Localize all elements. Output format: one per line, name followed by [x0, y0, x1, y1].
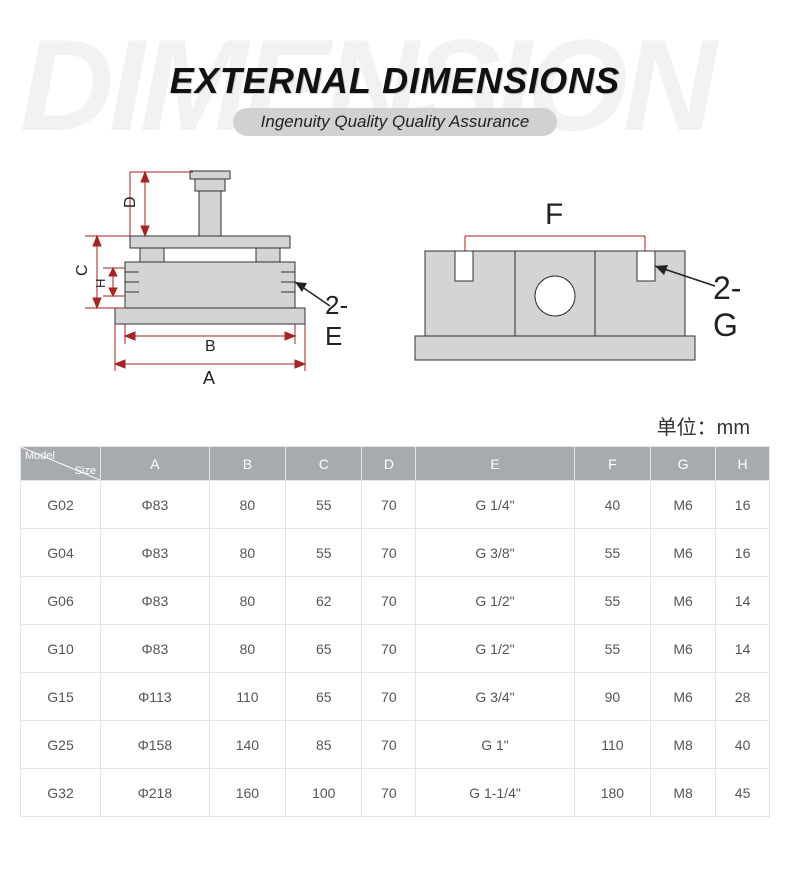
data-cell: 110 [209, 673, 285, 721]
data-cell: 85 [286, 721, 362, 769]
data-cell: 55 [574, 625, 650, 673]
data-cell: 28 [716, 673, 770, 721]
data-cell: M6 [651, 481, 716, 529]
column-header: C [286, 447, 362, 481]
header-corner: Model Size [21, 447, 101, 481]
svg-text:C: C [74, 264, 91, 276]
data-cell: M8 [651, 721, 716, 769]
table-row: G06Φ83806270G 1/2"55M614 [21, 577, 770, 625]
diagram-left: D C H [35, 166, 355, 401]
data-cell: 70 [362, 577, 416, 625]
data-cell: 62 [286, 577, 362, 625]
data-cell: 100 [286, 769, 362, 817]
column-header: H [716, 447, 770, 481]
data-cell: 180 [574, 769, 650, 817]
column-header: B [209, 447, 285, 481]
data-cell: G 3/8" [416, 529, 574, 577]
data-cell: 55 [574, 529, 650, 577]
svg-text:A: A [203, 368, 215, 388]
data-cell: 110 [574, 721, 650, 769]
callout-2e: 2-E [325, 290, 355, 352]
table-row: G04Φ83805570G 3/8"55M616 [21, 529, 770, 577]
data-cell: Φ113 [101, 673, 210, 721]
data-cell: 65 [286, 625, 362, 673]
data-cell: 80 [209, 625, 285, 673]
svg-text:H: H [93, 279, 108, 288]
data-cell: M6 [651, 673, 716, 721]
table-header-row: Model Size ABCDEFGH [21, 447, 770, 481]
data-cell: M8 [651, 769, 716, 817]
model-cell: G10 [21, 625, 101, 673]
data-cell: 55 [286, 481, 362, 529]
data-cell: M6 [651, 625, 716, 673]
data-cell: 70 [362, 721, 416, 769]
data-cell: 16 [716, 481, 770, 529]
table-row: G10Φ83806570G 1/2"55M614 [21, 625, 770, 673]
data-cell: 80 [209, 577, 285, 625]
subtitle-pill: Ingenuity Quality Quality Assurance [233, 108, 558, 136]
table-row: G02Φ83805570G 1/4"40M616 [21, 481, 770, 529]
table-row: G32Φ21816010070G 1-1/4"180M845 [21, 769, 770, 817]
model-cell: G02 [21, 481, 101, 529]
data-cell: G 1-1/4" [416, 769, 574, 817]
data-cell: Φ158 [101, 721, 210, 769]
data-cell: 55 [286, 529, 362, 577]
data-cell: G 1" [416, 721, 574, 769]
data-cell: G 1/4" [416, 481, 574, 529]
data-cell: 40 [574, 481, 650, 529]
model-cell: G15 [21, 673, 101, 721]
data-cell: 160 [209, 769, 285, 817]
data-cell: Φ83 [101, 625, 210, 673]
data-cell: 16 [716, 529, 770, 577]
data-cell: 90 [574, 673, 650, 721]
data-cell: G 3/4" [416, 673, 574, 721]
dimensions-table: Model Size ABCDEFGH G02Φ83805570G 1/4"40… [20, 446, 770, 817]
data-cell: 14 [716, 625, 770, 673]
unit-label: 单位：mm [0, 411, 790, 440]
model-cell: G32 [21, 769, 101, 817]
svg-text:F: F [545, 198, 563, 231]
data-cell: 14 [716, 577, 770, 625]
data-cell: 45 [716, 769, 770, 817]
data-cell: Φ218 [101, 769, 210, 817]
data-cell: Φ83 [101, 529, 210, 577]
page-title: EXTERNAL DIMENSIONS [0, 60, 790, 102]
column-header: G [651, 447, 716, 481]
column-header: F [574, 447, 650, 481]
table-body: G02Φ83805570G 1/4"40M616G04Φ83805570G 3/… [21, 481, 770, 817]
data-cell: Φ83 [101, 577, 210, 625]
svg-text:B: B [205, 338, 216, 355]
data-cell: G 1/2" [416, 625, 574, 673]
data-cell: G 1/2" [416, 577, 574, 625]
callout-2g: 2-G [713, 270, 755, 344]
model-cell: G04 [21, 529, 101, 577]
data-cell: 70 [362, 625, 416, 673]
data-cell: 80 [209, 529, 285, 577]
table-row: G25Φ1581408570G 1"110M840 [21, 721, 770, 769]
data-cell: M6 [651, 529, 716, 577]
model-cell: G25 [21, 721, 101, 769]
data-cell: 80 [209, 481, 285, 529]
diagram-right: F [395, 196, 755, 401]
diagram-row: D C H [30, 166, 760, 401]
data-cell: 140 [209, 721, 285, 769]
table-row: G15Φ1131106570G 3/4"90M628 [21, 673, 770, 721]
data-cell: M6 [651, 577, 716, 625]
column-header: E [416, 447, 574, 481]
svg-text:D: D [122, 196, 139, 208]
data-cell: 70 [362, 481, 416, 529]
data-cell: 70 [362, 769, 416, 817]
data-cell: 65 [286, 673, 362, 721]
data-cell: Φ83 [101, 481, 210, 529]
data-cell: 55 [574, 577, 650, 625]
data-cell: 70 [362, 529, 416, 577]
model-cell: G06 [21, 577, 101, 625]
data-cell: 40 [716, 721, 770, 769]
column-header: D [362, 447, 416, 481]
data-cell: 70 [362, 673, 416, 721]
column-header: A [101, 447, 210, 481]
